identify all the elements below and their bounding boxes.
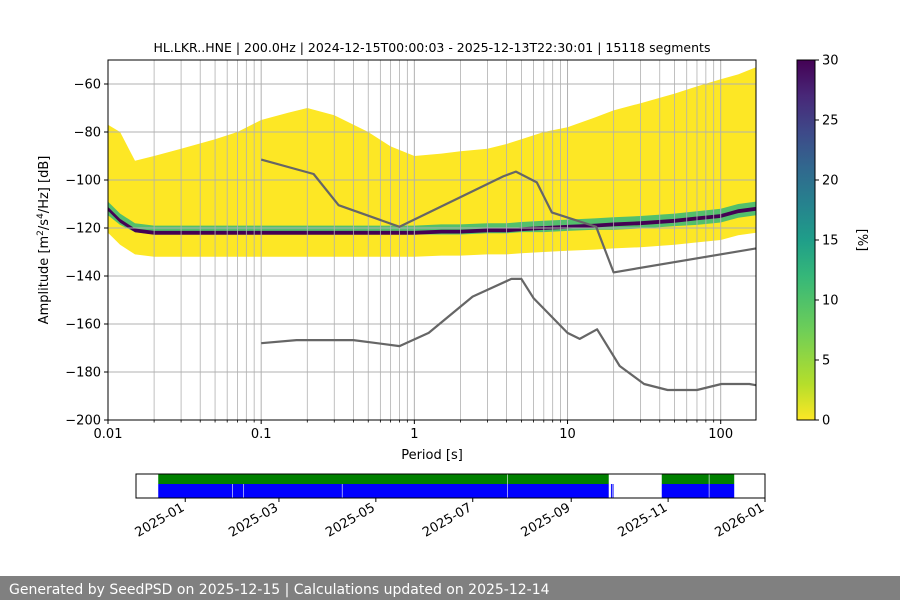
y-tick-label: −60 xyxy=(74,78,101,93)
x-axis-ticks: 0.01 0.1 1 10 100 xyxy=(94,420,733,442)
lower-row-interval xyxy=(612,484,614,498)
y-tick-label: −100 xyxy=(65,174,101,189)
y-tick-label: −140 xyxy=(65,270,101,285)
upper-row-interval xyxy=(507,474,609,484)
colorbar-tick-label: 15 xyxy=(822,234,839,249)
upper-row-interval xyxy=(709,474,735,484)
timeline-tick-label: 2025-11 xyxy=(616,500,671,540)
density-band-high xyxy=(108,206,756,235)
noise-model-curves xyxy=(260,158,756,392)
footer-text: Generated by SeedPSD on 2025-12-15 | Cal… xyxy=(9,582,550,598)
x-tick-label: 10 xyxy=(559,427,576,442)
colorbar-tick-label: 0 xyxy=(822,414,830,429)
lower-row-interval xyxy=(507,484,609,498)
lower-row-interval xyxy=(232,484,244,498)
colorbar-ticks: 0 5 10 15 20 25 30 xyxy=(815,54,839,429)
x-tick-label: 1 xyxy=(410,427,418,442)
timeline-ticks: 2025-01 2025-03 2025-05 2025-07 2025-09 2025-… xyxy=(133,498,767,541)
high-noise-model-line xyxy=(260,158,756,274)
lower-row-interval xyxy=(342,484,508,498)
timeline-frame xyxy=(135,473,766,499)
lower-row-interval xyxy=(661,484,709,498)
colorbar-tick-label: 30 xyxy=(822,54,839,69)
lower-row-interval xyxy=(610,484,612,498)
x-tick-label: 0.1 xyxy=(251,427,272,442)
lower-row-interval xyxy=(158,484,233,498)
x-axis-label: Period [s] xyxy=(401,448,463,463)
colorbar-tick-label: 5 xyxy=(822,354,830,369)
data-availability-timeline xyxy=(158,474,735,498)
upper-row-interval xyxy=(661,474,709,484)
footer-bar: Generated by SeedPSD on 2025-12-15 | Cal… xyxy=(0,576,900,600)
x-tick-label: 100 xyxy=(708,427,733,442)
upper-row-interval xyxy=(158,474,508,484)
timeline-tick-label: 2026-01 xyxy=(712,500,767,540)
y-tick-label: −200 xyxy=(65,414,101,429)
timeline-tick-label: 2025-01 xyxy=(133,500,188,540)
colorbar-tick-label: 25 xyxy=(822,114,839,129)
lower-row-interval xyxy=(709,484,735,498)
y-tick-label: −120 xyxy=(65,222,101,237)
y-axis-ticks: −60 −80 −100 −120 −140 −160 −180 −200 xyxy=(65,78,108,429)
plot-frame xyxy=(107,59,757,421)
timeline-tick-label: 2025-07 xyxy=(420,500,475,540)
timeline-tick-label: 2025-09 xyxy=(519,500,574,540)
colorbar-tick-label: 20 xyxy=(822,174,839,189)
colorbar-tick-label: 10 xyxy=(822,294,839,309)
timeline-tick-label: 2025-03 xyxy=(226,500,281,540)
lower-row-interval xyxy=(244,484,342,498)
timeline-tick-label: 2025-05 xyxy=(323,500,378,540)
y-tick-label: −160 xyxy=(65,318,101,333)
x-tick-label: 0.01 xyxy=(94,427,123,442)
chart-title: HL.LKR..HNE | 200.0Hz | 2024-12-15T00:00… xyxy=(154,40,711,55)
plot-grid xyxy=(108,60,756,420)
psd-figure: HL.LKR..HNE | 200.0Hz | 2024-12-15T00:00… xyxy=(36,40,869,541)
low-noise-model-line xyxy=(261,277,756,392)
y-tick-label: −80 xyxy=(74,126,101,141)
colorbar xyxy=(796,59,816,421)
y-tick-label: −180 xyxy=(65,366,101,381)
density-band-low xyxy=(108,67,756,257)
y-axis-label: Amplitude [m2/s4/Hz] [dB] xyxy=(36,156,52,325)
colorbar-label: [%] xyxy=(854,229,869,252)
